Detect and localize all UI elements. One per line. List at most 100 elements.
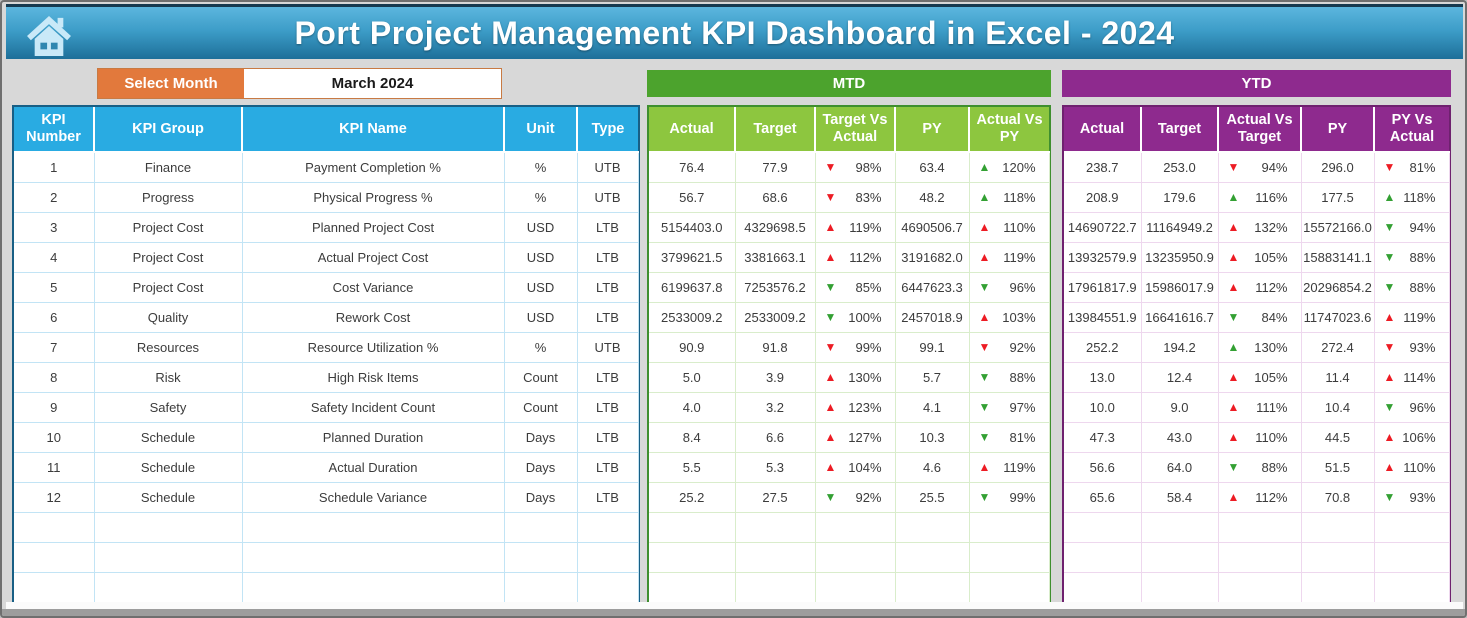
ytd-cell xyxy=(1374,512,1450,543)
kpi-cell: UTB xyxy=(577,152,639,183)
kpi-cell: LTB xyxy=(577,422,639,453)
ytd-cell: 65.6 xyxy=(1064,482,1142,513)
kpi-cell xyxy=(577,512,639,543)
trend-value: 110% xyxy=(1403,459,1436,475)
ytd-cell: ▲ 111% xyxy=(1218,392,1302,423)
ytd-table-header-row: Actual Target Actual Vs Target PY PY Vs Actu… xyxy=(1064,107,1449,153)
kpi-cell: Schedule xyxy=(94,482,243,513)
mtd-cell: 68.6 xyxy=(735,182,816,213)
kpi-cell: Count xyxy=(504,392,578,423)
trend-up-red-icon: ▲ xyxy=(978,250,991,264)
ytd-row: 238.7 253.0 ▼ 94% 296.0 ▼ 81% xyxy=(1064,152,1450,183)
trend-cell: ▲ 119% xyxy=(970,250,1049,265)
trend-up-green-icon: ▲ xyxy=(978,160,991,175)
mtd-cell: ▲ 119% xyxy=(969,452,1050,483)
trend-value: 130% xyxy=(1254,339,1288,355)
trend-down-red-icon: ▼ xyxy=(978,340,991,354)
trend-cell: ▲ 103% xyxy=(970,310,1049,325)
mtd-cell: 3.9 xyxy=(735,362,816,393)
trend-cell: ▼ 92% xyxy=(816,490,895,505)
mtd-cell xyxy=(649,572,736,603)
mtd-empty-row xyxy=(649,512,1050,543)
kpi-cell: LTB xyxy=(577,452,639,483)
trend-down-green-icon: ▼ xyxy=(824,280,837,294)
kpi-empty-row xyxy=(14,542,639,573)
ytd-row: 13984551.9 16641616.7 ▼ 84% 11747023.6 ▲ 119% xyxy=(1064,302,1450,333)
trend-cell: ▲ 111% xyxy=(1219,400,1301,415)
trend-up-green-icon: ▲ xyxy=(1227,340,1240,354)
mtd-cell: 7253576.2 xyxy=(735,272,816,303)
trend-down-green-icon: ▼ xyxy=(824,490,837,504)
trend-cell: ▲ 120% xyxy=(970,160,1049,175)
kpi-cell: Rework Cost xyxy=(242,302,505,333)
ytd-cell xyxy=(1374,572,1450,603)
mtd-cell: 10.3 xyxy=(895,422,970,453)
trend-value: 106% xyxy=(1402,429,1436,445)
trend-down-green-icon: ▼ xyxy=(1383,400,1396,414)
kpi-cell: High Risk Items xyxy=(242,362,505,393)
trend-value: 119% xyxy=(1403,309,1436,325)
trend-cell: ▲ 110% xyxy=(1219,430,1301,445)
mtd-empty-row xyxy=(649,572,1050,603)
mtd-cell: 77.9 xyxy=(735,152,816,183)
ytd-cell: ▼ 94% xyxy=(1218,152,1302,183)
trend-value: 120% xyxy=(1002,159,1036,175)
mtd-cell xyxy=(649,542,736,573)
trend-cell: ▲ 123% xyxy=(816,400,895,415)
kpi-cell: Project Cost xyxy=(94,272,243,303)
trend-value: 110% xyxy=(1003,219,1036,235)
trend-down-green-icon: ▼ xyxy=(978,400,991,414)
kpi-row: 2 Progress Physical Progress %% UTB xyxy=(14,182,639,213)
kpi-cell: % xyxy=(504,152,578,183)
mtd-cell: 8.4 xyxy=(649,422,736,453)
trend-down-green-icon: ▼ xyxy=(978,490,991,504)
ytd-cell: ▼ 93% xyxy=(1374,332,1450,363)
mtd-cell: ▼ 83% xyxy=(815,182,896,213)
kpi-cell xyxy=(242,572,505,603)
page-title: Port Project Management KPI Dashboard in… xyxy=(294,14,1175,51)
mtd-cell: ▼ 92% xyxy=(969,332,1050,363)
ytd-cell: 20296854.2 xyxy=(1301,272,1375,303)
trend-up-green-icon: ▲ xyxy=(978,190,991,204)
ytd-cell: 70.8 xyxy=(1301,482,1375,513)
ytd-cell: ▼ 88% xyxy=(1374,242,1450,273)
kpi-cell: USD xyxy=(504,242,578,273)
trend-down-red-icon: ▼ xyxy=(1383,160,1396,175)
ytd-empty-row xyxy=(1064,542,1450,573)
kpi-cell: 4 xyxy=(14,242,95,273)
trend-cell: ▲ 104% xyxy=(816,460,895,475)
kpi-cell: Planned Project Cost xyxy=(242,212,505,243)
trend-down-red-icon: ▼ xyxy=(1383,340,1396,354)
trend-cell: ▼ 88% xyxy=(1375,250,1449,265)
mtd-cell: ▼ 99% xyxy=(815,332,896,363)
mtd-cell: ▼ 96% xyxy=(969,272,1050,303)
kpi-cell: LTB xyxy=(577,242,639,273)
trend-value: 88% xyxy=(1261,459,1288,475)
mtd-cell: 3.2 xyxy=(735,392,816,423)
trend-value: 88% xyxy=(1009,369,1036,385)
mtd-cell: ▼ 98% xyxy=(815,152,896,183)
kpi-cell xyxy=(94,512,243,543)
ytd-cell: 44.5 xyxy=(1301,422,1375,453)
mtd-cell: ▲ 127% xyxy=(815,422,896,453)
trend-value: 119% xyxy=(849,219,882,235)
month-value-dropdown[interactable]: March 2024 xyxy=(244,69,501,98)
trend-down-green-icon: ▼ xyxy=(978,430,991,444)
trend-up-red-icon: ▲ xyxy=(978,310,991,324)
kpi-cell: 9 xyxy=(14,392,95,423)
mtd-cell xyxy=(735,512,816,543)
ytd-row: 208.9 179.6 ▲ 116% 177.5 ▲ 118% xyxy=(1064,182,1450,213)
kpi-cell: 6 xyxy=(14,302,95,333)
ytd-cell: 208.9 xyxy=(1064,182,1142,213)
select-month-button[interactable]: Select Month xyxy=(98,69,244,98)
trend-cell: ▲ 114% xyxy=(1375,370,1449,385)
mtd-cell: ▼ 85% xyxy=(815,272,896,303)
mtd-row: 90.9 91.8 ▼ 99% 99.1 ▼ 92% xyxy=(649,332,1050,363)
ytd-table: Actual Target Actual Vs Target PY PY Vs Actu… xyxy=(1062,105,1451,603)
home-icon[interactable] xyxy=(26,15,72,57)
kpi-row: 4 Project Cost Actual Project Cost USD LTB xyxy=(14,242,639,273)
ytd-cell: 296.0 xyxy=(1301,152,1375,183)
ytd-cell: 12.4 xyxy=(1141,362,1219,393)
ytd-cell: ▲ 105% xyxy=(1218,362,1302,393)
mtd-cell: 5.3 xyxy=(735,452,816,483)
